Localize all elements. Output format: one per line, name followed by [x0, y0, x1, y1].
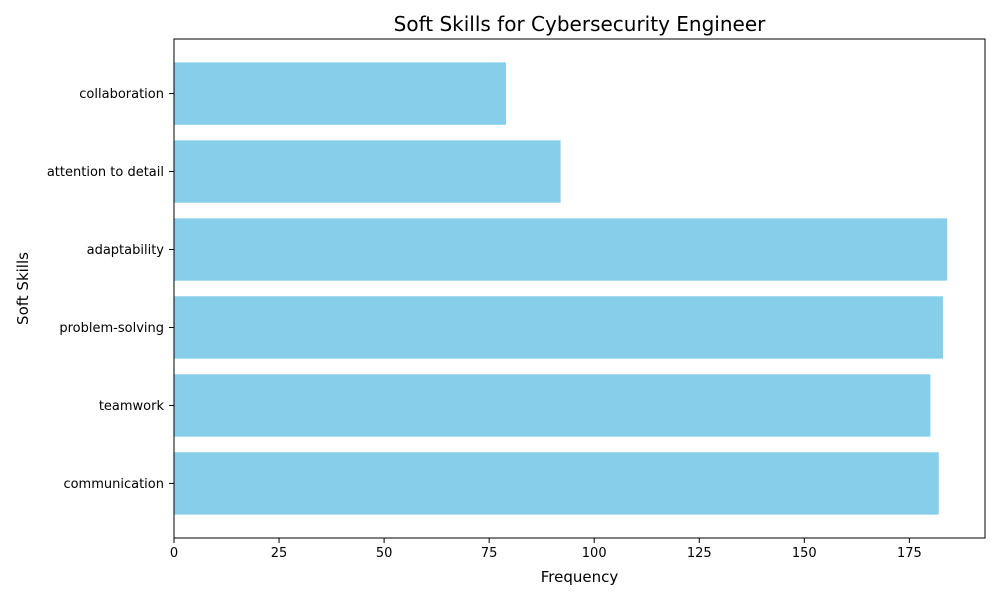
y-tick-label: attention to detail [47, 165, 164, 180]
x-tick-label: 125 [687, 546, 712, 561]
bar-adaptability [174, 218, 948, 281]
bar-collaboration [174, 62, 506, 125]
bar-teamwork [174, 374, 931, 437]
x-tick-label: 175 [897, 546, 922, 561]
y-axis-ticks: communication teamwork problem-solving adap… [47, 87, 174, 492]
y-axis-label: Soft Skills [14, 252, 32, 325]
bar-communication [174, 452, 939, 515]
y-tick-label: communication [63, 477, 164, 492]
x-tick-label: 75 [481, 546, 498, 561]
x-tick-label: 25 [271, 546, 288, 561]
x-tick-label: 100 [582, 546, 607, 561]
y-tick-label: adaptability [87, 243, 165, 258]
x-tick-label: 0 [170, 546, 178, 561]
y-tick-label: problem-solving [59, 321, 164, 336]
bar-attention-to-detail [174, 140, 561, 203]
plot-frame [173, 38, 986, 539]
x-axis-ticks: 0 25 50 75 100 125 150 175 [170, 538, 922, 561]
bar-problem-solving [174, 296, 943, 359]
chart-title: Soft Skills for Cybersecurity Engineer [394, 12, 766, 36]
y-tick-label: teamwork [99, 399, 165, 414]
x-axis-label: Frequency [541, 568, 619, 586]
x-tick-label: 50 [376, 546, 393, 561]
bars-group [174, 62, 948, 515]
x-tick-label: 150 [792, 546, 817, 561]
y-tick-label: collaboration [79, 87, 164, 102]
